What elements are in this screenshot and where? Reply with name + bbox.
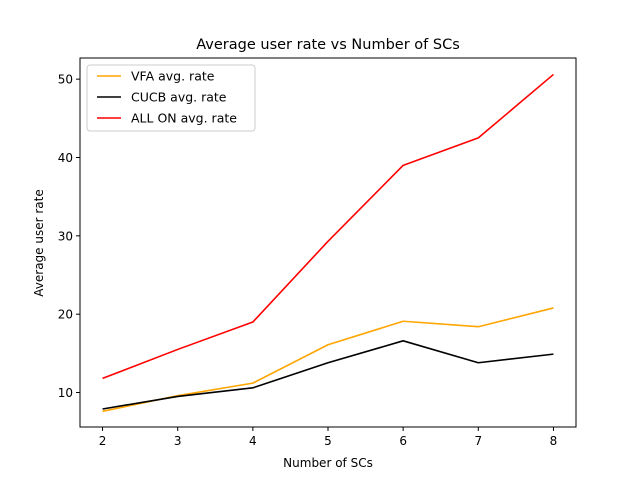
series-layer [102, 73, 554, 413]
y-tick-label: 10 [58, 386, 73, 400]
legend-label: VFA avg. rate [131, 69, 215, 84]
y-tick-label: 20 [58, 308, 73, 322]
x-tick-label: 3 [174, 434, 182, 448]
y-tick-label: 40 [58, 151, 73, 165]
legend: VFA avg. rate CUCB avg. rate ALL ON avg. r… [86, 64, 256, 132]
y-axis-label: Average user rate [32, 189, 46, 296]
series-line-2 [102, 340, 554, 410]
x-tick-label: 7 [474, 434, 482, 448]
x-tick-label: 6 [399, 434, 407, 448]
series-line-3 [102, 73, 554, 380]
x-tick-label: 4 [249, 434, 257, 448]
x-axis-label: Number of SCs [283, 456, 373, 470]
y-tick-label: 50 [58, 73, 73, 87]
x-tick-label: 5 [324, 434, 332, 448]
x-axis-ticks: 2 3 4 5 6 7 8 [99, 427, 558, 448]
chart-title: Average user rate vs Number of SCs [196, 37, 460, 53]
y-tick-label: 30 [58, 229, 73, 243]
x-tick-label: 8 [550, 434, 558, 448]
legend-box [86, 64, 256, 132]
x-tick-label: 2 [99, 434, 107, 448]
legend-label: CUCB avg. rate [131, 90, 227, 105]
legend-label: ALL ON avg. rate [131, 111, 237, 126]
y-axis-ticks: 10 20 30 40 50 [58, 73, 80, 400]
